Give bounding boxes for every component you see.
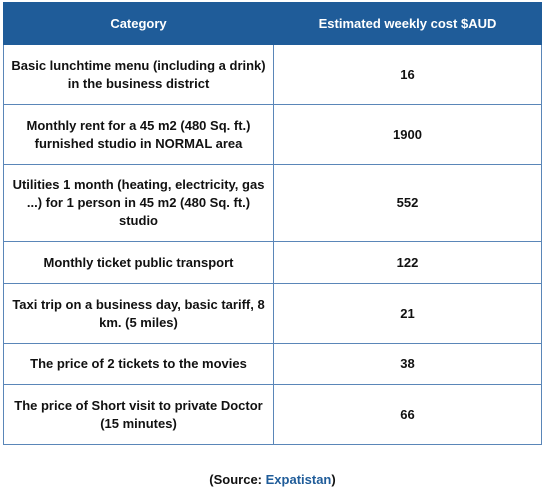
cost-cell: 21	[273, 283, 542, 344]
cost-cell: 66	[273, 384, 542, 445]
table-row: Monthly rent for a 45 m2 (480 Sq. ft.) f…	[3, 104, 542, 165]
cost-table-container: Category Estimated weekly cost $AUD Basi…	[3, 2, 542, 445]
cost-cell: 552	[273, 164, 542, 242]
table-header-row: Category Estimated weekly cost $AUD	[3, 2, 542, 45]
source-prefix: (Source:	[209, 472, 266, 487]
category-cell: The price of Short visit to private Doct…	[3, 384, 274, 445]
cost-table: Category Estimated weekly cost $AUD Basi…	[3, 2, 542, 445]
source-link[interactable]: Expatistan	[265, 472, 332, 487]
cost-cell: 38	[273, 343, 542, 385]
source-caption: (Source: Expatistan)	[0, 472, 545, 487]
table-row: The price of Short visit to private Doct…	[3, 384, 542, 445]
category-cell: Basic lunchtime menu (including a drink)…	[3, 44, 274, 105]
table-row: The price of 2 tickets to the movies 38	[3, 343, 542, 385]
category-cell: The price of 2 tickets to the movies	[3, 343, 274, 385]
table-row: Taxi trip on a business day, basic tarif…	[3, 283, 542, 344]
category-cell: Monthly ticket public transport	[3, 241, 274, 284]
table-row: Monthly ticket public transport 122	[3, 241, 542, 284]
cost-cell: 16	[273, 44, 542, 105]
table-row: Utilities 1 month (heating, electricity,…	[3, 164, 542, 242]
source-suffix: )	[331, 472, 336, 487]
column-header-cost: Estimated weekly cost $AUD	[273, 2, 542, 45]
category-cell: Utilities 1 month (heating, electricity,…	[3, 164, 274, 242]
table-row: Basic lunchtime menu (including a drink)…	[3, 44, 542, 105]
category-cell: Monthly rent for a 45 m2 (480 Sq. ft.) f…	[3, 104, 274, 165]
column-header-category: Category	[3, 2, 274, 45]
cost-cell: 1900	[273, 104, 542, 165]
cost-cell: 122	[273, 241, 542, 284]
category-cell: Taxi trip on a business day, basic tarif…	[3, 283, 274, 344]
